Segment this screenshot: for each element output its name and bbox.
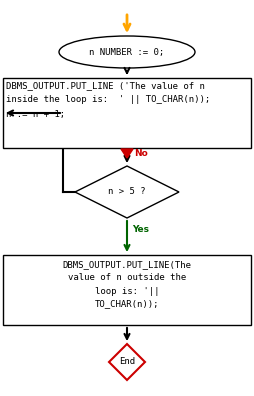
Text: inside the loop is:  ' || TO_CHAR(n));: inside the loop is: ' || TO_CHAR(n)); xyxy=(6,95,210,105)
Text: value of n outside the: value of n outside the xyxy=(68,274,186,282)
Text: n NUMBER := 0;: n NUMBER := 0; xyxy=(89,48,165,57)
Text: Yes: Yes xyxy=(132,225,149,234)
Polygon shape xyxy=(121,149,133,158)
Ellipse shape xyxy=(59,36,195,68)
Bar xyxy=(3,255,251,325)
Text: n > 5 ?: n > 5 ? xyxy=(108,187,146,196)
Polygon shape xyxy=(109,344,145,380)
Polygon shape xyxy=(75,166,179,218)
Text: loop is: '||: loop is: '|| xyxy=(95,286,159,295)
Text: DBMS_OUTPUT.PUT_LINE ('The value of n: DBMS_OUTPUT.PUT_LINE ('The value of n xyxy=(6,82,205,91)
Text: TO_CHAR(n));: TO_CHAR(n)); xyxy=(95,299,159,308)
Text: n := n + 1;: n := n + 1; xyxy=(6,110,65,118)
Text: End: End xyxy=(119,358,135,367)
Bar xyxy=(3,78,251,148)
Text: DBMS_OUTPUT.PUT_LINE(The: DBMS_OUTPUT.PUT_LINE(The xyxy=(62,261,192,270)
Text: No: No xyxy=(134,150,148,158)
